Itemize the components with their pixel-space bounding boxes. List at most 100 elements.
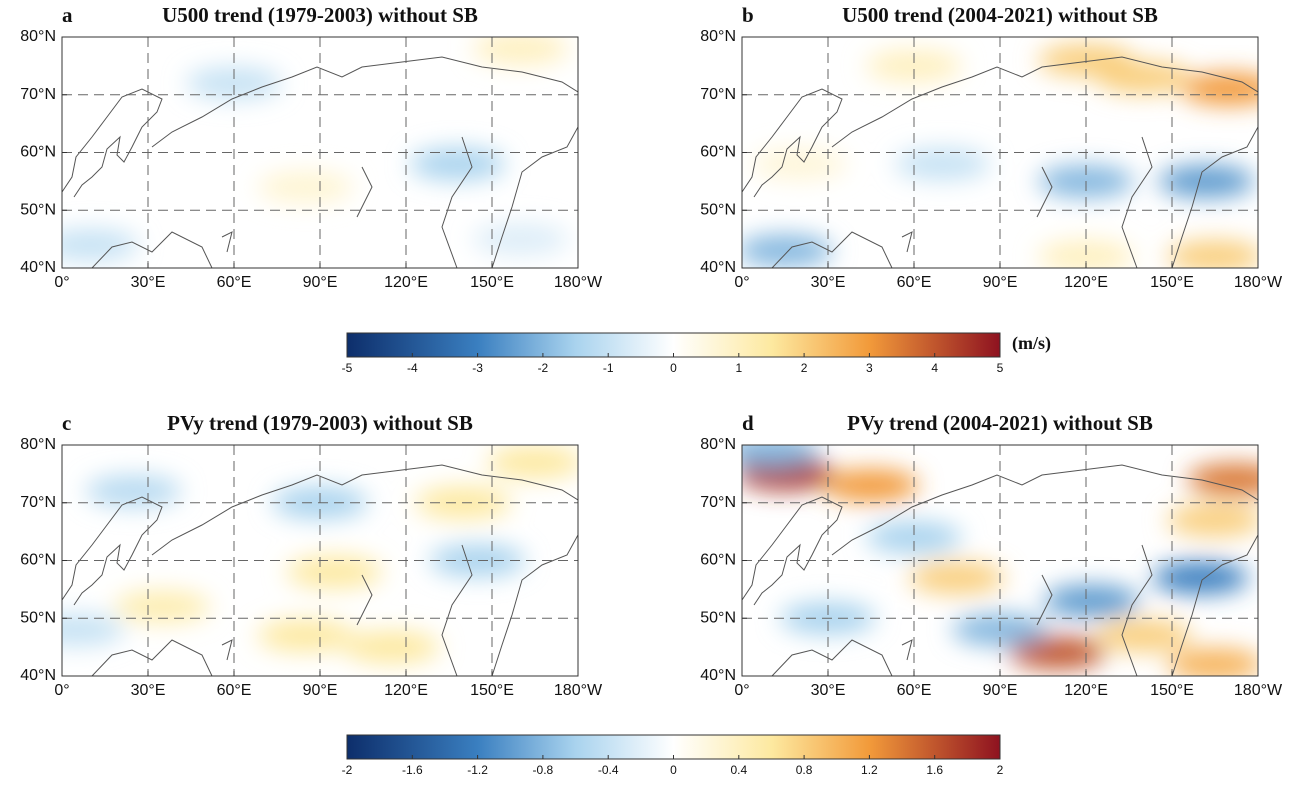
colorbar-tick-label: 0.8	[796, 763, 813, 777]
y-tick-label: 40°N	[20, 667, 56, 684]
x-tick-label: 150°E	[470, 274, 514, 291]
panel-title: PVy trend (2004-2021) without SB	[847, 411, 1153, 435]
y-tick-label: 70°N	[20, 86, 56, 103]
x-tick-label: 60°E	[217, 274, 252, 291]
trend-blob	[1158, 165, 1255, 198]
y-tick-label: 60°N	[20, 144, 56, 161]
colorbar-tick-label: 4	[931, 361, 938, 375]
trend-blob	[186, 67, 282, 100]
trend-blob	[1181, 72, 1258, 105]
panel-title: U500 trend (1979-2003) without SB	[162, 3, 478, 27]
trend-blob	[409, 148, 506, 181]
x-tick-label: 90°E	[303, 274, 338, 291]
x-tick-label: 90°E	[983, 682, 1018, 699]
trend-blob	[1167, 648, 1258, 676]
x-tick-label: 30°E	[811, 682, 846, 699]
frame	[61, 444, 579, 677]
x-tick-label: 180°W	[554, 274, 603, 291]
panel-letter: a	[62, 3, 73, 27]
x-tick-label: 120°E	[1064, 274, 1108, 291]
colorbar-tick-label: 2	[997, 763, 1004, 777]
trend-blob	[85, 475, 182, 508]
panel-title: PVy trend (1979-2003) without SB	[167, 411, 473, 435]
trend-blob	[909, 561, 1005, 594]
x-tick-label: 90°E	[983, 274, 1018, 291]
x-tick-label: 180°W	[1234, 274, 1283, 291]
panel-letter: c	[62, 411, 71, 435]
panel-letter: d	[742, 411, 754, 435]
trend-blob	[487, 446, 578, 479]
trend-blob	[1043, 584, 1140, 617]
field	[742, 445, 1258, 676]
x-tick-label: 60°E	[217, 682, 252, 699]
trend-blob	[429, 544, 526, 577]
trend-blob	[62, 613, 125, 646]
x-tick-label: 90°E	[303, 682, 338, 699]
colorbar-tick-label: 0	[670, 763, 677, 777]
x-tick-label: 60°E	[897, 274, 932, 291]
colorbar-tick-label: 0	[670, 361, 677, 375]
x-tick-label: 60°E	[897, 682, 932, 699]
y-tick-label: 60°N	[700, 144, 736, 161]
frame	[741, 36, 1259, 269]
field	[742, 44, 1258, 268]
trend-blob	[894, 148, 991, 181]
trend-blob	[62, 228, 139, 261]
x-tick-label: 150°E	[470, 682, 514, 699]
x-tick-label: 120°E	[384, 274, 428, 291]
y-tick-label: 40°N	[700, 667, 736, 684]
y-tick-label: 50°N	[700, 609, 736, 626]
trend-blob	[1167, 504, 1258, 537]
x-tick-label: 30°E	[131, 682, 166, 699]
trend-blob	[1152, 561, 1249, 594]
colorbar-tick-label: -5	[342, 361, 353, 375]
colorbar-tick-label: 3	[866, 361, 873, 375]
y-tick-label: 70°N	[20, 494, 56, 511]
trend-blob	[472, 223, 569, 256]
x-tick-label: 150°E	[1150, 682, 1194, 699]
frame	[741, 444, 1259, 677]
trend-blob	[823, 469, 919, 502]
colorbar-tick-label: 1	[735, 361, 742, 375]
x-tick-label: 0°	[54, 682, 69, 699]
colorbar-tick-label: -2	[538, 361, 549, 375]
field	[62, 446, 578, 664]
x-tick-label: 180°W	[554, 682, 603, 699]
trend-blob	[472, 37, 569, 65]
colorbar-tick-label: -1.6	[402, 763, 423, 777]
y-tick-label: 40°N	[20, 259, 56, 276]
x-tick-label: 180°W	[1234, 682, 1283, 699]
trend-blob	[257, 619, 354, 652]
trend-blob	[1167, 240, 1258, 268]
trend-blob	[866, 49, 962, 82]
x-tick-label: 120°E	[1064, 682, 1108, 699]
panel-letter: b	[742, 3, 754, 27]
colorbar-tick-label: -2	[342, 763, 353, 777]
colorbar-tick-label: 0.4	[730, 763, 747, 777]
colorbar-tick-label: 5	[997, 361, 1004, 375]
colorbar-tick-label: 2	[801, 361, 808, 375]
trend-blob	[286, 556, 383, 589]
y-tick-label: 70°N	[700, 494, 736, 511]
colorbar-tick-label: -0.4	[598, 763, 619, 777]
x-tick-label: 0°	[734, 682, 749, 699]
colorbar-tick-label: -0.8	[533, 763, 554, 777]
trend-blob	[1009, 636, 1106, 669]
x-tick-label: 120°E	[384, 682, 428, 699]
trend-blob	[257, 171, 354, 204]
colorbar-tick-label: 1.6	[926, 763, 943, 777]
y-tick-label: 80°N	[20, 436, 56, 453]
colorbar-tick-label: 1.2	[861, 763, 878, 777]
trend-blob	[866, 521, 962, 554]
trend-blob	[1095, 61, 1192, 94]
colorbar-tick-label: -4	[407, 361, 418, 375]
colorbar-unit: (m/s)	[1012, 333, 1051, 354]
y-tick-label: 80°N	[700, 28, 736, 45]
trend-blob	[742, 234, 833, 267]
y-tick-label: 60°N	[700, 552, 736, 569]
trend-blob	[1095, 619, 1192, 652]
trend-blob	[751, 148, 848, 181]
y-tick-label: 40°N	[700, 259, 736, 276]
y-tick-label: 50°N	[20, 609, 56, 626]
